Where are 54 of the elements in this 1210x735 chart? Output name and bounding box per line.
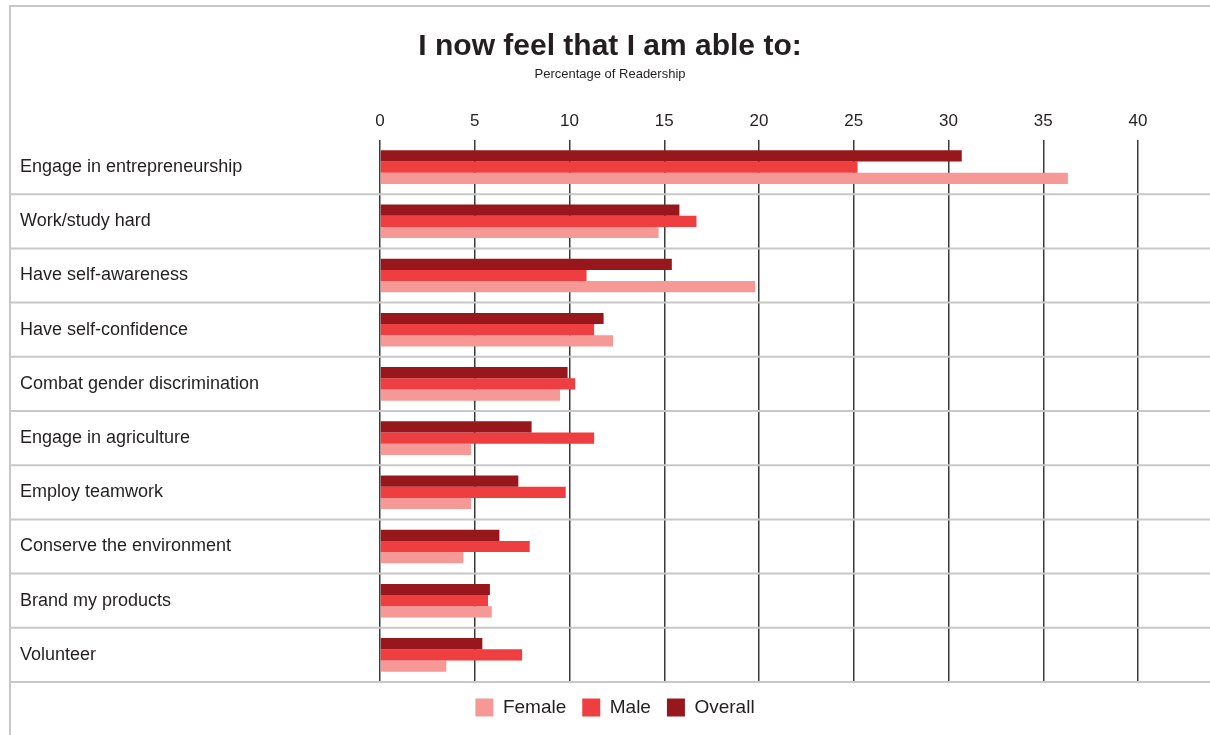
bar [380, 497, 471, 510]
bar [380, 475, 519, 487]
x-tick-label: 20 [749, 111, 769, 131]
bar [380, 378, 576, 390]
legend-label: Male [609, 695, 651, 717]
bar [380, 258, 672, 270]
y-tick-label: Have self-awareness [20, 264, 189, 285]
legend-label: Female [502, 695, 567, 717]
x-tick-label: 35 [1033, 111, 1053, 131]
x-tick-label: 15 [654, 111, 674, 131]
bar [380, 161, 858, 173]
bar [380, 595, 489, 607]
bar [380, 215, 697, 227]
bar [380, 529, 500, 541]
bar [380, 552, 464, 564]
bar [380, 443, 471, 455]
bar [380, 312, 604, 325]
bar [380, 389, 561, 401]
y-tick-label: Combat gender discrimination [20, 372, 260, 393]
y-tick-label: Have self-confidence [20, 318, 189, 339]
y-tick-label: Brand my products [20, 589, 172, 610]
x-tick-label: 40 [1128, 111, 1148, 131]
y-tick-label: Work/study hard [20, 210, 151, 231]
chart-subtitle: Percentage of Readership [534, 65, 686, 81]
bar [380, 638, 483, 650]
y-tick-label: Engage in entrepreneurship [20, 156, 243, 177]
bar [380, 583, 490, 596]
x-tick-label: 0 [375, 111, 385, 131]
bar [380, 649, 523, 661]
bar [380, 660, 447, 672]
bar [380, 421, 532, 433]
x-tick-label: 25 [844, 111, 864, 131]
bar [380, 486, 566, 498]
bar [380, 606, 492, 618]
bar [380, 172, 1068, 184]
chart-title: I now feel that I am able to: [418, 28, 802, 62]
bar [380, 269, 587, 282]
bar [380, 204, 680, 216]
y-tick-label: Conserve the environment [20, 535, 232, 556]
x-tick-label: 5 [470, 111, 480, 131]
y-tick-label: Employ teamwork [20, 481, 165, 502]
bar [380, 432, 595, 444]
bar [380, 367, 568, 379]
bar [380, 540, 530, 553]
bar [380, 324, 595, 336]
x-tick-label: 10 [560, 111, 579, 131]
bar [380, 150, 962, 162]
x-tick-label: 30 [939, 111, 958, 131]
y-tick-label: Engage in agriculture [20, 427, 191, 448]
bar [380, 335, 614, 347]
y-tick-label: Volunteer [20, 643, 97, 664]
legend-label: Overall [694, 695, 755, 717]
bar [380, 281, 756, 293]
bar [380, 226, 659, 239]
